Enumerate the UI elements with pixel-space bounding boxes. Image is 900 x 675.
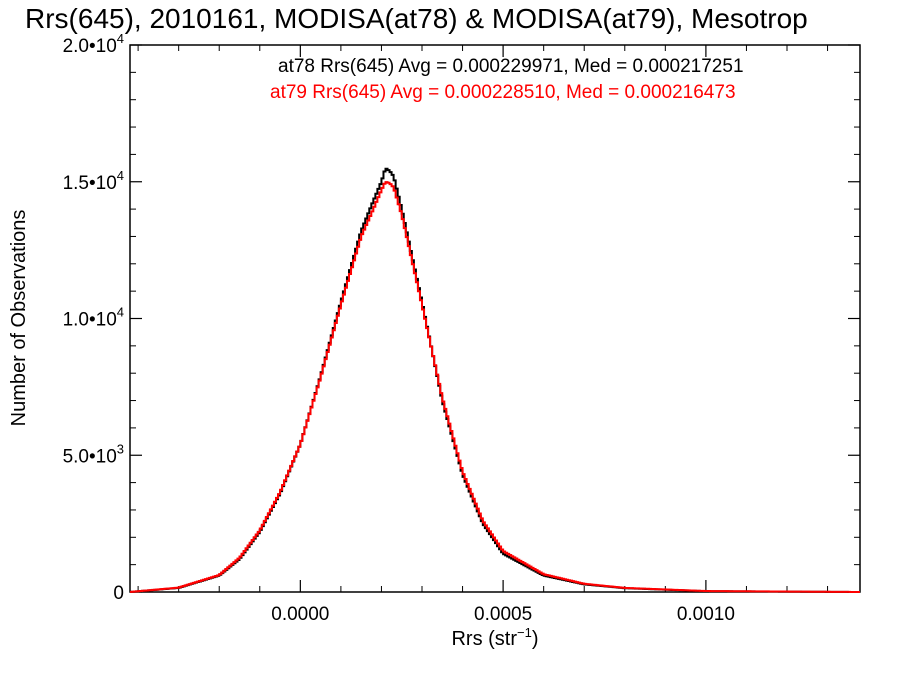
chart-title: Rrs(645), 2010161, MODISA(at78) & MODISA… [25, 3, 808, 34]
y-tick-mantissa: 1.0•10 [63, 310, 117, 331]
y-tick-mantissa: 1.5•10 [63, 173, 117, 194]
y-tick-mantissa: 0 [113, 583, 124, 604]
x-tick-label: 0.0000 [271, 604, 329, 625]
series-line-at78 [130, 167, 860, 593]
plot-frame [129, 44, 861, 593]
y-tick-mantissa: 5.0•10 [63, 446, 117, 467]
legend-entry-at78: at78 Rrs(645) Avg = 0.000229971, Med = 0… [278, 56, 744, 77]
series-line-at79 [130, 181, 860, 593]
y-tick-exponent: 4 [117, 305, 124, 320]
y-tick-label: 0 [113, 583, 124, 604]
x-axis-label-sup: −1 [517, 625, 532, 640]
y-tick-exponent: 3 [117, 441, 124, 456]
y-tick-exponent: 4 [117, 31, 124, 46]
y-axis-label: Number of Observations [8, 210, 30, 427]
legend-entry-at79: at79 Rrs(645) Avg = 0.000228510, Med = 0… [270, 82, 736, 103]
y-tick-mantissa: 2.0•10 [63, 36, 117, 57]
y-tick-exponent: 4 [117, 168, 124, 183]
x-axis-label: Rrs (str−1) [451, 625, 538, 650]
series-layer [130, 167, 860, 593]
x-axis-label-tail: ) [532, 628, 539, 650]
x-axis-label-main: Rrs (str [451, 628, 517, 650]
y-tick-label: 1.0•104 [63, 305, 124, 331]
x-tick-label: 0.0010 [677, 604, 735, 625]
x-axis-ticks: 0.0000 0.0005 0.0010 [137, 45, 829, 625]
x-tick-label: 0.0005 [474, 604, 532, 625]
y-tick-label: 2.0•104 [63, 31, 124, 57]
y-tick-label: 5.0•103 [63, 441, 124, 467]
y-tick-label: 1.5•104 [63, 168, 124, 194]
